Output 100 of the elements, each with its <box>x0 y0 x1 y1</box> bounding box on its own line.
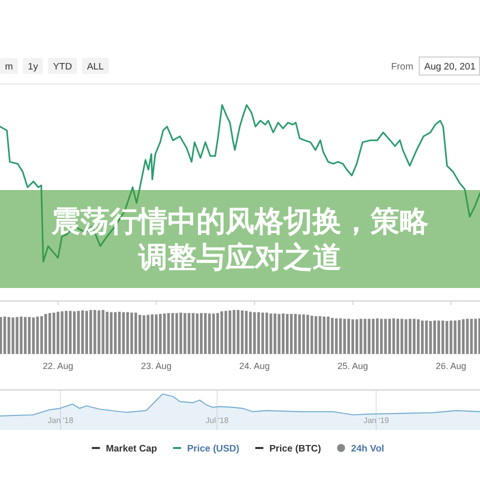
bar <box>171 313 174 354</box>
bar <box>216 313 220 354</box>
bar <box>364 318 366 354</box>
bar <box>343 318 346 354</box>
bar <box>437 320 440 354</box>
bar <box>474 318 477 354</box>
bar <box>376 318 379 354</box>
bar <box>73 311 76 354</box>
bar <box>196 314 199 354</box>
bar <box>220 311 224 354</box>
bar <box>122 312 125 354</box>
bar <box>48 313 52 354</box>
bar <box>154 314 158 354</box>
bar <box>355 319 358 354</box>
bar <box>396 318 400 354</box>
bar <box>228 310 232 354</box>
bar <box>68 310 72 354</box>
bar <box>257 312 260 354</box>
bar <box>134 312 138 354</box>
legend-label: Price (USD) <box>187 443 240 454</box>
bar <box>110 312 113 354</box>
bar <box>372 318 375 354</box>
bar <box>318 316 322 354</box>
bar <box>44 314 48 354</box>
bar <box>282 314 285 354</box>
bar <box>64 310 68 354</box>
bar <box>98 310 100 354</box>
bar <box>261 312 264 354</box>
bar <box>32 317 35 354</box>
text: Aug 20, 201 <box>424 61 476 72</box>
bar <box>454 320 456 354</box>
bar <box>351 319 354 354</box>
bar <box>106 312 108 354</box>
bar <box>330 318 334 354</box>
bar <box>380 318 383 354</box>
bar <box>126 312 129 354</box>
bar <box>102 310 104 354</box>
bar <box>335 318 338 354</box>
bar <box>420 320 424 354</box>
legend-label: 24h Vol <box>351 443 384 454</box>
bar <box>77 310 80 354</box>
x-tick-label: 25. Aug <box>337 361 368 372</box>
bar <box>240 310 244 354</box>
bar <box>56 312 60 354</box>
bar <box>270 314 272 354</box>
bar <box>384 318 387 354</box>
range-button: YTD <box>48 58 77 74</box>
bar <box>24 317 27 354</box>
bar <box>40 316 43 354</box>
bar <box>425 320 428 354</box>
bar <box>388 318 391 354</box>
bar <box>184 313 186 354</box>
range-button: 1y <box>22 58 43 74</box>
bar <box>114 312 117 354</box>
x-tick-label: 23. Aug <box>140 361 172 372</box>
bar <box>244 310 248 354</box>
bar <box>175 313 178 354</box>
range-button: m <box>0 58 18 74</box>
bar <box>416 319 420 354</box>
bar <box>142 315 146 354</box>
bar <box>404 319 408 354</box>
bar <box>204 313 207 354</box>
bar <box>81 310 84 354</box>
bar <box>158 314 162 354</box>
bar <box>130 312 134 354</box>
legend-label: Price (BTC) <box>269 443 322 454</box>
bar <box>286 314 289 354</box>
bar <box>360 318 362 354</box>
bar <box>146 314 150 354</box>
bar <box>322 316 326 354</box>
bar <box>470 318 473 354</box>
bar <box>232 310 236 354</box>
bar <box>294 314 297 354</box>
bar <box>290 314 293 354</box>
bar <box>118 312 121 354</box>
x-tick-label: 24. Aug <box>239 361 270 372</box>
bar <box>326 316 330 354</box>
bar <box>20 316 22 354</box>
bar <box>429 321 432 354</box>
bar <box>368 318 370 354</box>
bar <box>85 310 88 354</box>
bar <box>458 320 461 354</box>
bar <box>224 310 228 354</box>
bar <box>52 312 56 354</box>
bar <box>208 314 211 354</box>
bar <box>163 314 166 354</box>
bar <box>188 313 190 354</box>
bar <box>412 318 416 354</box>
bar <box>8 317 10 354</box>
bar <box>433 320 436 354</box>
bar <box>253 312 256 354</box>
bar <box>392 318 396 354</box>
bar <box>192 313 194 354</box>
bar <box>3 316 6 354</box>
bar <box>347 318 350 354</box>
bar <box>249 312 252 354</box>
bar <box>167 313 170 354</box>
text: From <box>391 61 414 72</box>
bar <box>60 311 64 354</box>
bar <box>16 317 18 354</box>
